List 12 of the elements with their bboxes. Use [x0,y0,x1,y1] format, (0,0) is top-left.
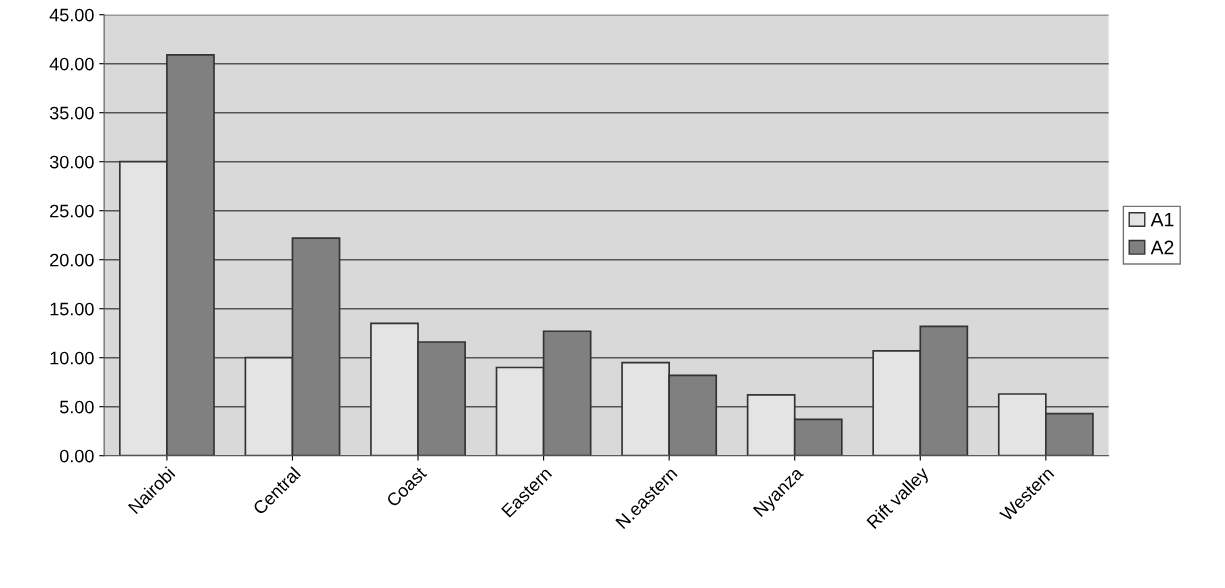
y-tick-label: 35.00 [49,106,94,120]
y-tick-label: 0.00 [59,449,94,463]
y-tick-label: 45.00 [49,8,94,22]
y-tick-label: 5.00 [59,400,94,414]
y-tick-label: 30.00 [49,155,94,169]
legend-label: A2 [1150,240,1174,255]
y-tick-label: 10.00 [50,351,94,365]
y-tick-label: 25.00 [50,204,94,218]
y-tick-label: 40.00 [49,57,94,71]
legend-label: A1 [1150,212,1174,227]
y-tick-label: 15.00 [50,302,94,316]
y-tick-label: 20.00 [50,253,94,267]
